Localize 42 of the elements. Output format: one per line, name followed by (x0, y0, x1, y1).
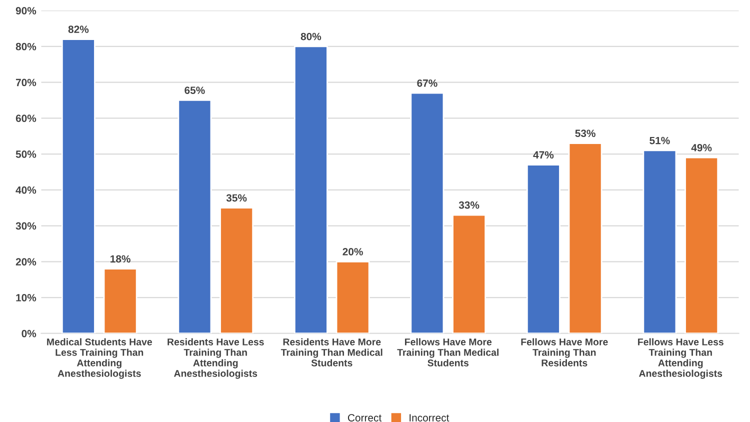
x-tick-label: Fellows Have More Training Than Residents (521, 338, 608, 366)
data-label: 80% (300, 32, 322, 40)
x-tick-label: Fellows Have Less Training Than Attending Anesthesiologists (638, 338, 724, 379)
legend-label: Incorrect (410, 414, 450, 422)
bar (568, 142, 602, 334)
bar (684, 156, 719, 334)
y-tick-label: 30% (16, 222, 36, 230)
bar (336, 260, 370, 334)
data-label: 49% (691, 144, 712, 152)
x-tick-label: Residents Have More Training Than Medical Students (280, 338, 382, 366)
data-label: 35% (226, 194, 247, 202)
bar (220, 207, 254, 334)
data-label: 20% (342, 248, 363, 256)
bar (642, 150, 677, 334)
data-label: 33% (458, 201, 480, 209)
x-tick-label: Residents Have Less Training Than Attending Anesthesiologists (168, 338, 264, 379)
data-label: 51% (650, 136, 670, 144)
y-tick-label: 0% (22, 330, 36, 338)
y-tick-label: 20% (16, 258, 36, 266)
bar (452, 214, 486, 334)
data-label: 82% (68, 26, 89, 34)
data-label: 65% (184, 86, 205, 94)
bar (410, 92, 444, 334)
bar (178, 100, 212, 334)
legend-label: Correct (348, 414, 382, 422)
y-tick-label: 90% (16, 7, 36, 14)
data-label: 67% (417, 79, 438, 87)
y-tick-label: 70% (16, 78, 36, 86)
y-tick-label: 60% (16, 114, 36, 122)
y-tick-label: 10% (16, 294, 36, 302)
data-label: 47% (533, 151, 554, 159)
data-label: 53% (575, 130, 596, 138)
bar (526, 164, 560, 334)
bar (294, 46, 328, 334)
y-tick-label: 50% (16, 150, 36, 158)
y-tick-label: 80% (16, 42, 36, 50)
bar (103, 268, 138, 334)
bar (61, 38, 96, 334)
x-tick-label: Fellows Have More Training Than Medical Students (397, 338, 498, 366)
data-label: 18% (110, 255, 130, 263)
y-tick-label: 40% (16, 186, 36, 194)
x-tick-label: Medical Students Have Less Training Than Attending Anesthesiologists (47, 338, 152, 379)
